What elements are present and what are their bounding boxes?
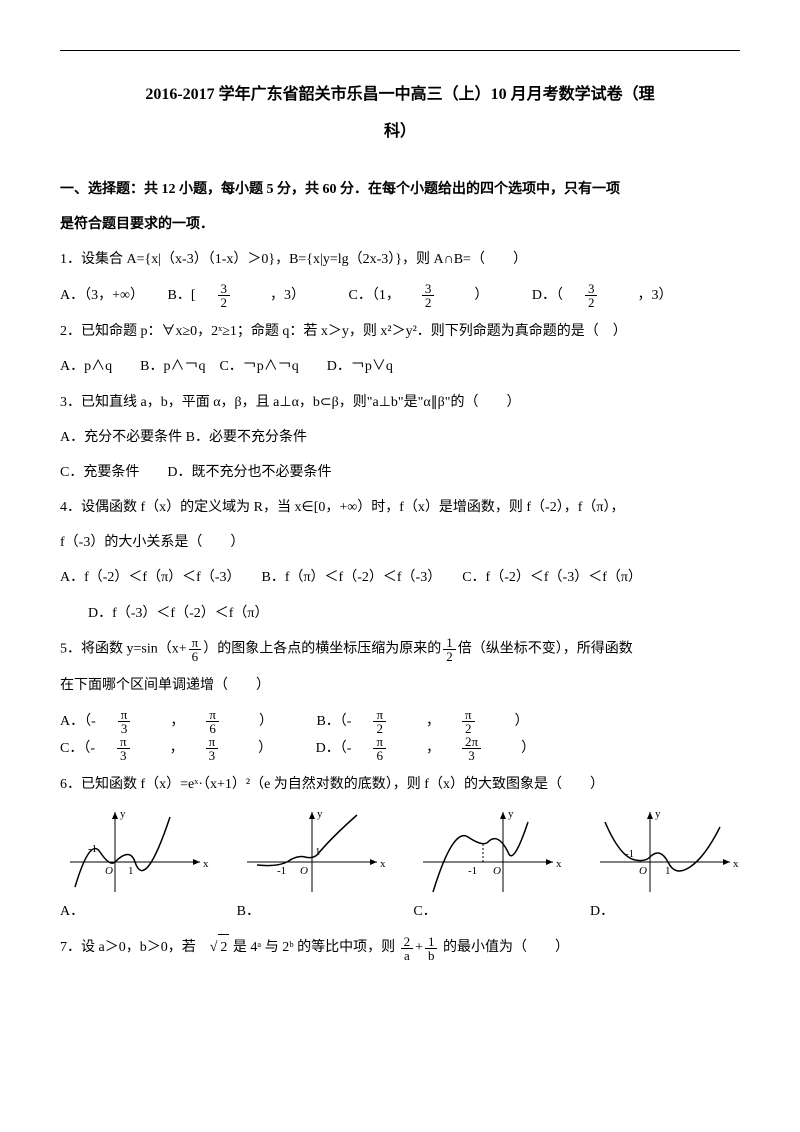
svg-text:y: y	[655, 808, 661, 820]
question-5-cont: 在下面哪个区间单调递增（ ）	[60, 673, 740, 698]
question-2-options: A．p∧q B．p∧￢q C．￢p∧￢q D．￢p∨q	[60, 354, 740, 379]
svg-text:O: O	[300, 865, 308, 877]
question-5: 5．将函数 y=sin（x+π6）的图象上各点的横坐标压缩为原来的12倍（纵坐标…	[60, 636, 740, 663]
svg-text:y: y	[508, 808, 514, 820]
question-3: 3．已知直线 a，b，平面 α，β，且 a⊥α，b⊂β，则"a⊥b"是"α∥β"…	[60, 390, 740, 415]
opt-d: D．（32，3）	[532, 282, 693, 309]
question-5-options: A．（-π3，π6） B．（-π2，π2） C．（-π3，π3） D．（-π6，…	[60, 708, 740, 762]
opt-c: C．（1，32）	[349, 282, 509, 309]
graph-b-label: B．	[237, 899, 387, 924]
page-subtitle: 科）	[60, 118, 740, 147]
question-7: 7．设 a＞0，b＞0，若 √2 是 4ᵃ 与 2ᵇ 的等比中项，则 2a+1b…	[60, 934, 740, 961]
opt-b: B．[32，3）	[168, 282, 326, 309]
graph-d-label: D．	[590, 899, 740, 924]
svg-text:O: O	[493, 865, 501, 877]
svg-text:-1: -1	[277, 865, 286, 877]
opt-a: A．（3，+∞）	[60, 283, 144, 308]
question-4-options-2: D．f（-3）＜f（-2）＜f（π）	[60, 601, 740, 626]
graph-d: x y -1 O 1 D．	[590, 807, 740, 924]
top-rule	[60, 50, 740, 51]
section-heading-1: 一、选择题：共 12 小题，每小题 5 分，共 60 分．在每个小题给出的四个选…	[60, 177, 740, 202]
svg-text:x: x	[203, 858, 209, 870]
graph-a: x y O -1 1 A．	[60, 807, 210, 924]
svg-text:-1: -1	[468, 865, 477, 877]
question-1: 1．设集合 A={x|（x-3）（1-x）＞0}，B={x|y=lg（2x-3）…	[60, 247, 740, 272]
svg-text:x: x	[556, 858, 562, 870]
page-title: 2016-2017 学年广东省韶关市乐昌一中高三（上）10 月月考数学试卷（理	[60, 81, 740, 110]
svg-text:O: O	[639, 865, 647, 877]
svg-text:x: x	[733, 858, 739, 870]
opt-c: C．（-π3，π3）	[60, 735, 292, 762]
svg-text:O: O	[105, 865, 113, 877]
svg-text:1: 1	[665, 865, 671, 877]
graph-b: x y 1 -1 O B．	[237, 807, 387, 924]
section-heading-2: 是符合题目要求的一项．	[60, 212, 740, 237]
graph-c: x y -1 O C．	[413, 807, 563, 924]
opt-a: A．（-π3，π6）	[60, 708, 293, 735]
graph-c-label: C．	[413, 899, 563, 924]
graph-a-label: A．	[60, 899, 210, 924]
question-4: 4．设偶函数 f（x）的定义域为 R，当 x∈[0，+∞）时，f（x）是增函数，…	[60, 495, 740, 520]
question-3-options-b: C．充要条件 D．既不充分也不必要条件	[60, 460, 740, 485]
question-2: 2．已知命题 p：∀x≥0，2ˣ≥1；命题 q：若 x＞y，则 x²＞y²．则下…	[60, 319, 740, 344]
question-6: 6．已知函数 f（x）=eˣ·（x+1）²（e 为自然对数的底数），则 f（x）…	[60, 772, 740, 797]
opt-b: B．（-π2，π2）	[316, 708, 548, 735]
question-3-options-a: A．充分不必要条件 B．必要不充分条件	[60, 425, 740, 450]
question-4-options-1: A．f（-2）＜f（π）＜f（-3） B．f（π）＜f（-2）＜f（-3） C．…	[60, 565, 740, 590]
question-1-options: A．（3，+∞） B．[32，3） C．（1，32） D．（32，3）	[60, 282, 740, 309]
svg-text:y: y	[317, 808, 323, 820]
svg-text:y: y	[120, 808, 126, 820]
opt-d: D．（-π6，2π3）	[316, 735, 555, 762]
svg-text:1: 1	[128, 865, 134, 877]
question-4b: f（-3）的大小关系是（ ）	[60, 530, 740, 555]
question-6-graphs: x y O -1 1 A． x y 1 -1 O B． x	[60, 807, 740, 924]
svg-text:x: x	[380, 858, 386, 870]
